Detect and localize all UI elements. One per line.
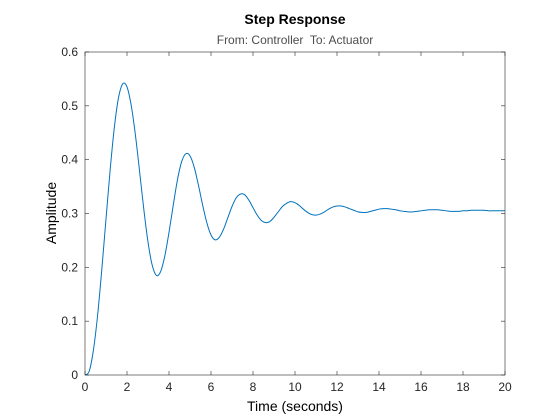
- y-tick-label: 0: [71, 368, 78, 382]
- y-tick-label: 0.2: [61, 260, 78, 274]
- chart-title: Step Response: [244, 11, 345, 27]
- y-tick-label: 0.5: [61, 99, 78, 113]
- x-tick-label: 18: [456, 380, 470, 394]
- x-tick-label: 14: [372, 380, 386, 394]
- x-tick-label: 12: [330, 380, 344, 394]
- plot-area: [85, 52, 505, 375]
- y-tick-label: 0.3: [61, 207, 78, 221]
- y-axis-label: Amplitude: [43, 182, 59, 244]
- tick-labels: 0 2 4 6 8 10 12 14 16 18 20 0 0.1 0.2 0.3 0.4 0.5 0.6: [61, 45, 512, 394]
- chart-subtitle: From: Controller To: Actuator: [217, 33, 374, 47]
- x-tick-label: 8: [250, 380, 257, 394]
- y-tick-label: 0.6: [61, 45, 78, 59]
- x-tick-label: 20: [498, 380, 512, 394]
- x-tick-label: 2: [124, 380, 131, 394]
- x-axis-label: Time (seconds): [247, 398, 343, 414]
- step-response-line: [84, 82, 505, 376]
- axes-box: [84, 51, 506, 376]
- x-tick-label: 0: [82, 380, 89, 394]
- y-tick-label: 0.1: [61, 314, 78, 328]
- x-tick-label: 4: [166, 380, 173, 394]
- x-tick-label: 6: [208, 380, 215, 394]
- x-tick-label: 16: [414, 380, 428, 394]
- x-tick-label: 10: [288, 380, 302, 394]
- y-tick-label: 0.4: [61, 153, 78, 167]
